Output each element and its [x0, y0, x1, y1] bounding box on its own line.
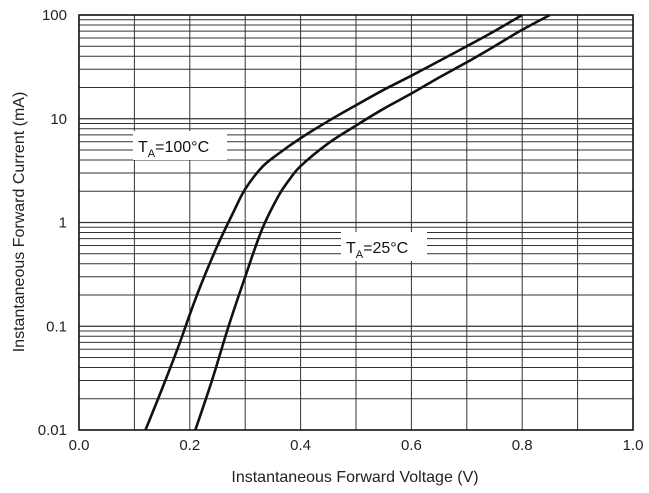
y-tick-labels: 0.01 0.1 1 10 100 [38, 7, 67, 439]
plot-border [78, 14, 634, 431]
series-label-25c: TA=25°C [341, 232, 427, 261]
svg-text:TA=25°C: TA=25°C [346, 240, 408, 261]
svg-text:TA=100°C: TA=100°C [138, 139, 209, 160]
y-tick-label: 100 [42, 7, 67, 24]
y-tick-label: 0.01 [38, 422, 67, 439]
x-tick-label: 0.4 [290, 437, 311, 454]
x-tick-label: 0.2 [179, 437, 200, 454]
x-tick-label: 0.8 [512, 437, 533, 454]
plot-frame [78, 14, 634, 431]
grid [79, 15, 633, 430]
y-tick-label: 10 [50, 111, 67, 128]
curve-ta-25c [194, 13, 551, 431]
x-tick-labels: 0.0 0.2 0.4 0.6 0.8 1.0 [69, 437, 644, 454]
x-tick-label: 1.0 [623, 437, 644, 454]
x-tick-label: 0.0 [69, 437, 90, 454]
y-tick-label: 1 [59, 215, 67, 232]
y-tick-label: 0.1 [46, 318, 67, 335]
x-axis-title: Instantaneous Forward Voltage (V) [231, 469, 478, 486]
y-axis-title: Instantaneous Forward Current (mA) [11, 92, 28, 353]
curves [144, 13, 551, 431]
series-label-100c: TA=100°C [133, 131, 227, 160]
x-tick-label: 0.6 [401, 437, 422, 454]
curve-ta-100c [144, 13, 523, 431]
